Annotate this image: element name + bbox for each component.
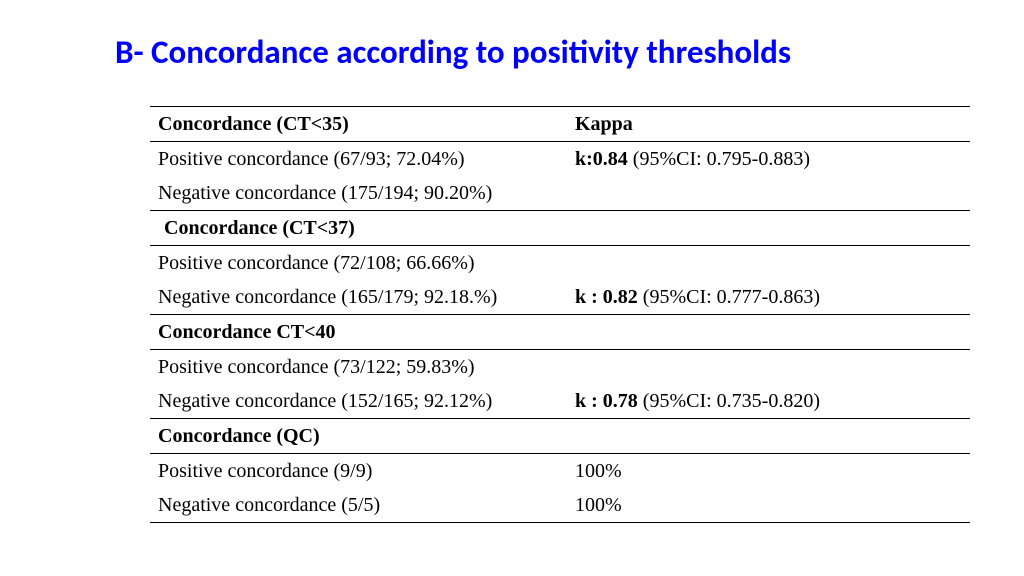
kappa-ci: (95%CI: 0.735-0.820) [638,390,820,412]
cell-text: Concordance (CT<35) [158,113,349,135]
cell-concordance: Concordance CT<40 [150,315,567,350]
kappa-value: k : 0.78 [575,390,638,412]
cell-text: Positive concordance (73/122; 59.83%) [158,356,475,378]
cell-kappa [567,246,970,281]
page-title: B- Concordance according to positivity t… [115,32,964,72]
cell-text: Positive concordance (72/108; 66.66%) [158,252,475,274]
cell-concordance: Negative concordance (165/179; 92.18.%) [150,280,567,315]
cell-text: Concordance (CT<37) [164,217,355,239]
cell-text: Concordance (QC) [158,425,320,447]
cell-concordance: Negative concordance (5/5) [150,488,567,523]
kappa-value: Kappa [575,113,633,135]
table-row: Negative concordance (5/5) 100% [150,488,970,523]
cell-text: Negative concordance (165/179; 92.18.%) [158,286,497,308]
kappa-ci: (95%CI: 0.777-0.863) [638,286,820,308]
kappa-ci: 100% [575,494,622,516]
cell-concordance: Positive concordance (9/9) [150,454,567,489]
table-row: Positive concordance (73/122; 59.83%) [150,350,970,385]
concordance-table: Concordance (CT<35) Kappa Positive concord… [150,106,970,523]
cell-kappa [567,350,970,385]
cell-kappa: k : 0.78 (95%CI: 0.735-0.820) [567,384,970,419]
table-row: Positive concordance (67/93; 72.04%) k:0.… [150,142,970,177]
table-row: Positive concordance (72/108; 66.66%) [150,246,970,281]
cell-text: Positive concordance (9/9) [158,460,372,482]
cell-concordance: Positive concordance (67/93; 72.04%) [150,142,567,177]
cell-concordance: Concordance (CT<35) [150,107,567,142]
cell-kappa [567,176,970,211]
cell-kappa [567,315,970,350]
cell-kappa [567,211,970,246]
cell-text: Negative concordance (152/165; 92.12%) [158,390,492,412]
kappa-ci: (95%CI: 0.795-0.883) [628,148,810,170]
table-row: Negative concordance (165/179; 92.18.%) k… [150,280,970,315]
slide: B- Concordance according to positivity t… [0,0,1024,523]
cell-text: Negative concordance (5/5) [158,494,380,516]
cell-kappa [567,419,970,454]
table-row: Concordance (CT<35) Kappa [150,107,970,142]
cell-kappa: Kappa [567,107,970,142]
table-row: Negative concordance (152/165; 92.12%) k … [150,384,970,419]
kappa-value: k:0.84 [575,148,628,170]
cell-concordance: Negative concordance (152/165; 92.12%) [150,384,567,419]
cell-kappa: 100% [567,488,970,523]
table-row: Negative concordance (175/194; 90.20%) [150,176,970,211]
table-row: Positive concordance (9/9) 100% [150,454,970,489]
cell-concordance: Positive concordance (72/108; 66.66%) [150,246,567,281]
cell-kappa: k : 0.82 (95%CI: 0.777-0.863) [567,280,970,315]
cell-concordance: Concordance (QC) [150,419,567,454]
cell-concordance: Positive concordance (73/122; 59.83%) [150,350,567,385]
cell-concordance: Concordance (CT<37) [150,211,567,246]
table-row: Concordance CT<40 [150,315,970,350]
table-row: Concordance (QC) [150,419,970,454]
cell-text: Positive concordance (67/93; 72.04%) [158,148,465,170]
cell-kappa: k:0.84 (95%CI: 0.795-0.883) [567,142,970,177]
kappa-ci: 100% [575,460,622,482]
cell-concordance: Negative concordance (175/194; 90.20%) [150,176,567,211]
cell-text: Negative concordance (175/194; 90.20%) [158,182,492,204]
cell-kappa: 100% [567,454,970,489]
cell-text: Concordance CT<40 [158,321,336,343]
kappa-value: k : 0.82 [575,286,638,308]
table-row: Concordance (CT<37) [150,211,970,246]
